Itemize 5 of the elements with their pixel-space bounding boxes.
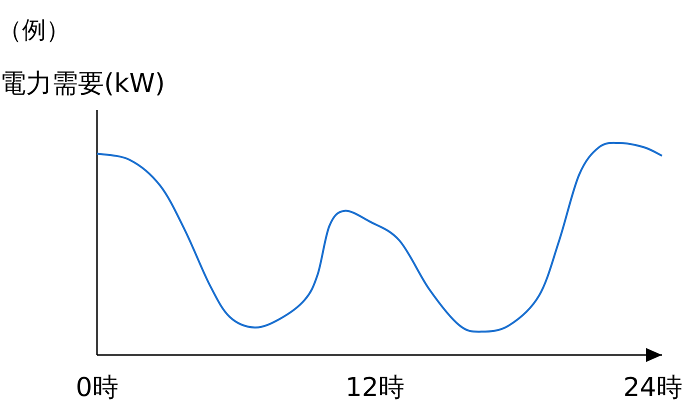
xtick: 0時 (76, 373, 118, 403)
xtick: 12時 (345, 373, 404, 403)
ylabel: 電力需要(kW) (0, 69, 166, 99)
title: （例） (0, 16, 70, 44)
xtick: 24時 (623, 373, 682, 403)
